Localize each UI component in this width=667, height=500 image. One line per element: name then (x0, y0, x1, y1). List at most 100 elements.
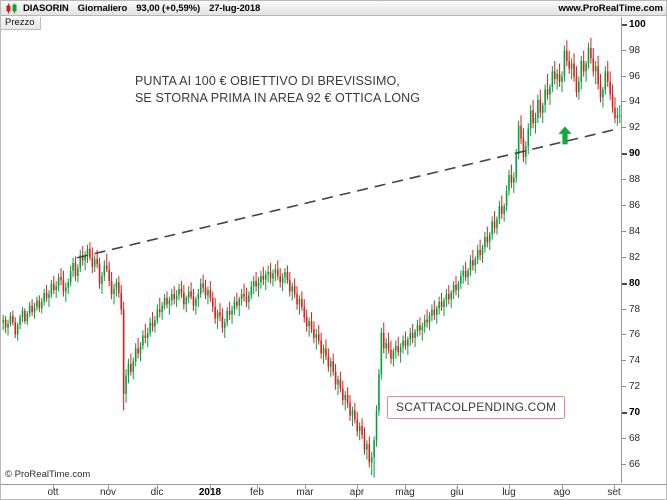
candle-body (537, 99, 539, 118)
tick-label: 76 (629, 329, 641, 341)
candle-body (219, 312, 221, 317)
candle-body (67, 282, 70, 288)
candle-body (479, 250, 481, 256)
candle-body (79, 255, 82, 269)
candle-body (281, 277, 284, 283)
trendline[interactable] (76, 127, 621, 259)
time-tick-mark (305, 485, 306, 489)
candle-body (578, 81, 580, 93)
candle-body (582, 61, 585, 72)
candle-body (587, 48, 590, 64)
candle-body (269, 272, 272, 279)
candle-body (486, 237, 489, 243)
candle-body (202, 283, 204, 288)
provider-credit: © ProRealTime.com (5, 469, 91, 480)
candle-body (455, 284, 457, 291)
time-tick-mark (108, 485, 109, 489)
time-axis-label: nov (99, 487, 117, 498)
candle-body (286, 272, 289, 280)
tick-label: 78 (629, 303, 641, 315)
candle-body (594, 66, 597, 72)
time-tick-mark (562, 485, 563, 489)
candle-body (558, 73, 561, 82)
candle-body (472, 260, 474, 266)
candle-body (404, 340, 407, 346)
price-panel-tab[interactable]: Prezzo (1, 17, 41, 30)
candle-body (144, 335, 147, 339)
provider-url-link[interactable]: www.ProRealTime.com (558, 2, 663, 14)
candlestick-icon (6, 3, 17, 13)
candle-body (2, 319, 4, 323)
candle-body (284, 272, 286, 278)
candle-body (301, 299, 303, 307)
candle-body (122, 309, 125, 394)
trendline-segment[interactable] (76, 127, 621, 259)
candle-body (431, 309, 433, 317)
candle-body (272, 273, 274, 279)
candle-body (529, 110, 532, 129)
chart-annotation: PUNTA AI 100 € OBIETTIVO DI BREVISSIMO, … (135, 73, 420, 107)
tick-label: 94 (629, 96, 641, 108)
candle-body (240, 294, 243, 300)
candle-body (373, 440, 375, 458)
candle-body (113, 288, 115, 295)
tick-mark (622, 23, 627, 26)
candle-body (452, 284, 455, 293)
candle-body (26, 313, 29, 322)
candle-body (513, 177, 515, 183)
candle-body (228, 310, 231, 315)
time-axis-label: ott (47, 487, 59, 498)
candle-body (52, 283, 55, 291)
candle-body (158, 309, 161, 313)
candle-body (616, 115, 619, 118)
candle-body (491, 221, 493, 235)
candle-body (440, 301, 443, 307)
candle-body (354, 410, 356, 420)
candle-body (291, 286, 294, 292)
candle-body (467, 270, 469, 278)
candle-body (231, 309, 233, 315)
tick-label: 82 (629, 251, 641, 263)
time-tick-mark (457, 485, 458, 489)
tick-mark (622, 230, 626, 232)
candle-body (236, 301, 238, 306)
candle-body (498, 205, 501, 219)
candle-body (33, 306, 36, 313)
candle-body (96, 259, 98, 265)
time-axis-label: apr (349, 487, 365, 498)
candle-body (12, 316, 14, 323)
candle-body (257, 282, 260, 287)
candle-body (171, 294, 173, 301)
candle-body (50, 283, 53, 295)
tick-label: 74 (629, 355, 641, 367)
candle-body (77, 268, 79, 276)
candle-body (421, 326, 424, 331)
candle-body (500, 205, 503, 214)
candle-body (310, 321, 313, 329)
candle-body (399, 347, 402, 353)
price-axis[interactable]: 100 98 96 94 92 90 88 86 84 82 80 78 76 74 72 70 68 66 (621, 17, 666, 483)
candle-body (243, 294, 245, 297)
candle-body (45, 292, 48, 298)
time-axis-label: 2018 (198, 487, 222, 498)
candle-body (609, 81, 611, 95)
candle-body (476, 250, 479, 260)
candle-body (55, 286, 57, 291)
candle-body (296, 294, 298, 305)
candle-body (166, 297, 168, 305)
candle-body (298, 299, 301, 305)
time-axis[interactable]: ott nov dic 2018 feb mar apr mag giu lug ago set (1, 484, 666, 499)
candle-body (428, 316, 431, 323)
candle-body (262, 275, 265, 280)
candle-body (553, 71, 556, 80)
candle-body (293, 286, 296, 295)
candle-body (204, 287, 207, 296)
candle-body (551, 71, 554, 87)
candle-body (31, 305, 33, 313)
candle-body (392, 350, 395, 359)
candle-body (395, 345, 397, 351)
chart-header: DIASORIN Giornaliero 93,00 (+0,59%) 27-l… (1, 1, 666, 16)
candle-body (329, 361, 332, 367)
candle-body (534, 117, 537, 124)
time-axis-label: feb (250, 487, 264, 498)
